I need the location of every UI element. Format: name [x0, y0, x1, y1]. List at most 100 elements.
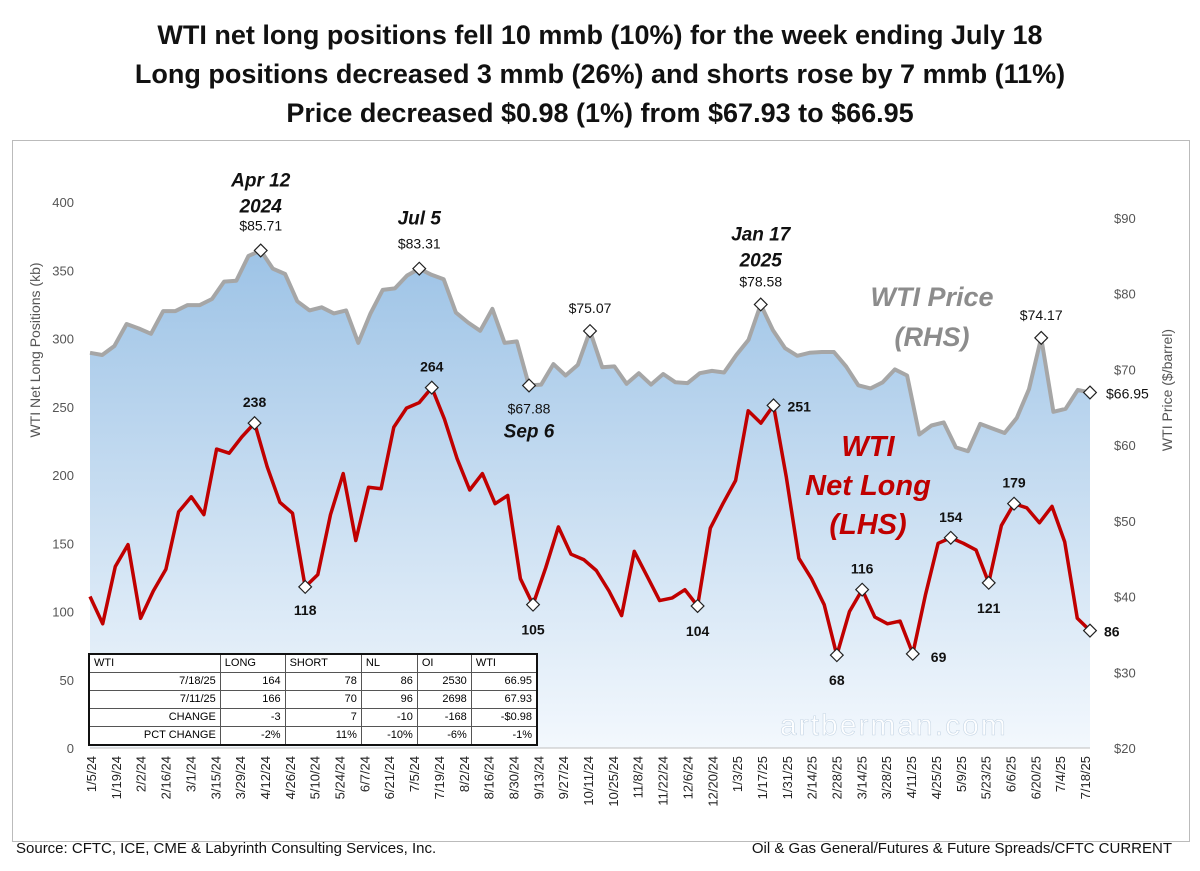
x-tick-label: 3/14/25 — [854, 756, 869, 799]
table-header-cell: NL — [360, 653, 418, 673]
data-label: 105 — [521, 622, 545, 638]
y-left-tick-label: 50 — [60, 673, 74, 688]
table-cell: -6% — [416, 726, 472, 746]
x-tick-label: 8/30/24 — [506, 756, 521, 799]
data-point-marker — [1034, 330, 1049, 346]
x-tick-label: 1/19/24 — [109, 756, 124, 799]
series-label-price: WTI Price — [870, 282, 993, 312]
x-tick-label: 11/8/24 — [631, 756, 646, 798]
x-tick-label: 2/28/25 — [830, 756, 845, 799]
table-cell: 164 — [219, 672, 286, 691]
x-tick-label: 5/9/25 — [954, 756, 969, 792]
annotation-note: 2025 — [739, 250, 783, 271]
chart-title-line-1: WTI net long positions fell 10 mmb (10%)… — [157, 20, 1043, 50]
annotation-note: Jan 17 — [731, 224, 792, 245]
data-point-marker — [297, 579, 313, 595]
data-label: 121 — [977, 600, 1001, 616]
x-tick-label: 5/23/25 — [979, 756, 994, 799]
x-tick-label: 6/6/25 — [1003, 756, 1018, 792]
x-tick-label: 4/12/24 — [258, 756, 273, 799]
data-label: 116 — [851, 561, 874, 577]
annotation-note: Jul 5 — [398, 209, 442, 230]
y-right-tick-label: $70 — [1114, 362, 1136, 377]
series-label-net-axis: (LHS) — [829, 509, 906, 541]
table-row: CHANGE -3 7 -10 -168 -$0.98 — [88, 708, 538, 727]
x-tick-label: 10/11/24 — [581, 756, 596, 806]
data-label: $74.17 — [1020, 307, 1063, 323]
data-label: 264 — [420, 359, 444, 375]
x-tick-label: 7/5/24 — [407, 756, 422, 792]
x-tick-label: 11/22/24 — [656, 756, 671, 806]
table-cell: 11% — [284, 726, 362, 746]
x-tick-label: 7/19/24 — [432, 756, 447, 799]
table-cell: -$0.98 — [470, 708, 538, 727]
table-cell: CHANGE — [88, 708, 221, 727]
data-point-marker — [247, 415, 262, 431]
chart-title-line-2: Long positions decreased 3 mmb (26%) and… — [134, 59, 1066, 89]
data-point-marker — [1082, 385, 1098, 400]
table-cell: 86 — [360, 672, 418, 691]
table-cell: 96 — [360, 690, 418, 709]
data-point-marker — [854, 582, 870, 597]
table-cell: -168 — [416, 708, 472, 727]
data-point-marker — [412, 261, 427, 276]
y-right-tick-label: $90 — [1114, 211, 1136, 226]
table-cell: -3 — [219, 708, 286, 727]
x-tick-label: 2/2/24 — [134, 756, 149, 792]
annotation-note: 2024 — [239, 196, 283, 217]
summary-table: WTI LONG SHORT NL OI WTI 7/18/25 164 78 … — [88, 653, 538, 746]
y-left-tick-label: 150 — [52, 536, 74, 551]
data-point-marker — [1082, 623, 1098, 638]
series-label-price-axis: (RHS) — [895, 322, 970, 352]
x-tick-label: 1/31/25 — [780, 756, 795, 799]
y-right-tick-label: $50 — [1114, 514, 1136, 529]
x-tick-label: 9/13/24 — [531, 756, 546, 799]
x-tick-label: 12/6/24 — [680, 756, 695, 799]
y-left-tick-label: 250 — [52, 400, 74, 415]
table-cell: 67.93 — [470, 690, 538, 709]
data-label: $78.58 — [739, 273, 782, 289]
series-label-net: WTI — [841, 431, 895, 463]
x-tick-label: 12/20/24 — [705, 756, 720, 807]
data-label: $67.88 — [508, 400, 551, 416]
x-tick-label: 8/16/24 — [482, 756, 497, 799]
data-point-marker — [766, 398, 781, 413]
y-right-tick-label: $80 — [1114, 287, 1136, 302]
table-row: 7/11/25 166 70 96 2698 67.93 — [88, 690, 538, 709]
table-cell: 7 — [284, 708, 362, 727]
y-left-tick-label: 100 — [52, 605, 74, 620]
table-header-cell: LONG — [219, 653, 286, 673]
table-cell: 66.95 — [470, 672, 538, 691]
data-label: 238 — [243, 394, 267, 410]
x-tick-label: 6/21/24 — [382, 756, 397, 799]
x-tick-label: 3/1/24 — [183, 756, 198, 792]
x-tick-label: 4/25/25 — [929, 756, 944, 799]
table-header-cell: OI — [416, 653, 472, 673]
table-row: PCT CHANGE -2% 11% -10% -6% -1% — [88, 726, 538, 746]
data-point-marker — [690, 598, 705, 614]
y-left-tick-label: 0 — [67, 741, 74, 756]
data-label: 68 — [829, 672, 845, 688]
data-point-marker — [521, 378, 537, 393]
x-tick-label: 2/14/25 — [805, 756, 820, 799]
x-tick-label: 1/17/25 — [755, 756, 770, 799]
x-tick-label: 10/25/24 — [606, 756, 621, 807]
y-right-tick-label: $30 — [1114, 665, 1136, 680]
y-left-tick-label: 200 — [52, 468, 74, 483]
x-tick-label: 1/5/24 — [84, 756, 99, 792]
data-point-marker — [582, 323, 598, 339]
table-header-row: WTI LONG SHORT NL OI WTI — [88, 653, 538, 673]
x-tick-label: 2/16/24 — [159, 756, 174, 799]
y-right-tick-label: $20 — [1114, 741, 1136, 756]
chart-title-line-3: Price decreased $0.98 (1%) from $67.93 t… — [286, 98, 914, 128]
annotation-note: Apr 12 — [230, 170, 291, 191]
y-left-tick-label: 400 — [52, 195, 74, 210]
x-tick-label: 3/28/25 — [879, 756, 894, 799]
x-tick-label: 8/2/24 — [457, 756, 472, 792]
table-header-cell: SHORT — [284, 653, 362, 673]
data-point-marker — [253, 243, 268, 258]
y-left-tick-label: 300 — [52, 332, 74, 347]
x-tick-label: 9/27/24 — [556, 756, 571, 799]
